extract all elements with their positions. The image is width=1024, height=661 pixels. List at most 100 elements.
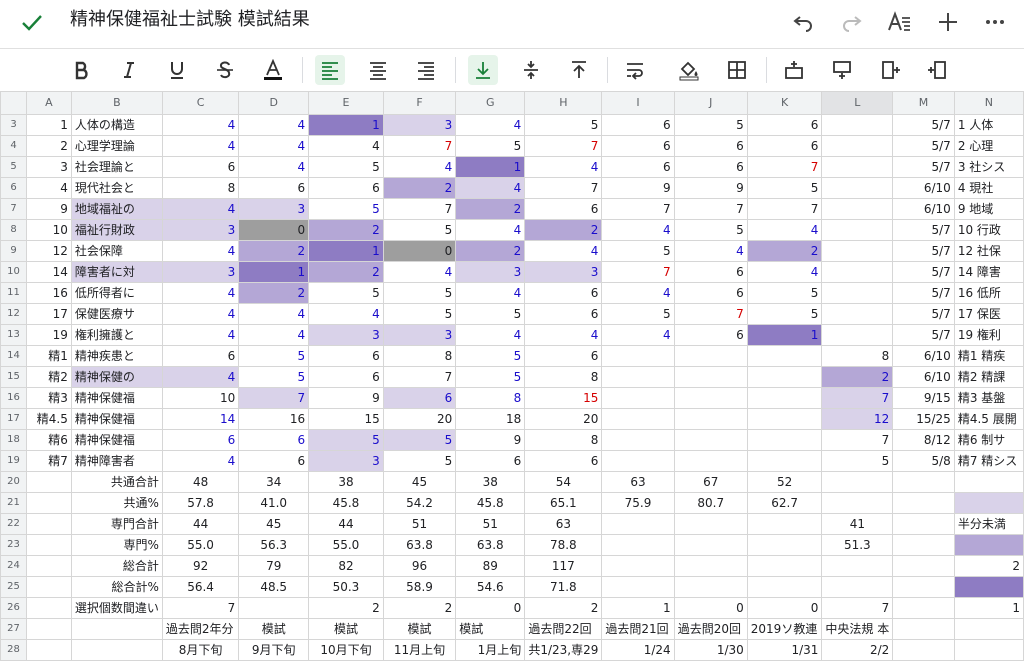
column-header-e[interactable]: E [308,91,384,115]
cell-e27[interactable]: 模試 [308,618,384,640]
cell-c20[interactable]: 48 [161,471,240,493]
cell-m13[interactable]: 5/7 [892,324,955,346]
cell-f5[interactable]: 4 [382,156,457,178]
column-header-c[interactable]: C [161,91,240,115]
cell-n18[interactable]: 精6 制サ [953,429,1024,451]
cell-d26[interactable] [238,597,310,619]
cell-c19[interactable]: 4 [161,450,240,472]
cell-j23[interactable] [673,534,748,556]
cell-k28[interactable]: 1/31 [746,639,823,661]
cell-c3[interactable]: 4 [161,114,240,136]
cell-d6[interactable]: 6 [238,177,310,199]
cell-i11[interactable]: 4 [601,282,675,304]
cell-c6[interactable]: 8 [161,177,240,199]
cell-m6[interactable]: 6/10 [892,177,955,199]
cell-i7[interactable]: 7 [601,198,675,220]
cell-h8[interactable]: 2 [524,219,603,241]
cell-n9[interactable]: 12 社保 [953,240,1024,262]
cell-g25[interactable]: 54.6 [455,576,526,598]
cell-b26[interactable]: 選択個数間違い [70,597,163,619]
row-header[interactable]: 15 [0,366,28,388]
cell-e8[interactable]: 2 [308,219,384,241]
cell-k14[interactable] [746,345,823,367]
cell-h19[interactable]: 6 [524,450,603,472]
insert-row-above-button[interactable] [779,55,809,85]
cell-e7[interactable]: 5 [308,198,384,220]
column-header-h[interactable]: H [524,91,603,115]
cell-h22[interactable]: 63 [524,513,603,535]
cell-b4[interactable]: 心理学理論 [70,135,163,157]
cell-l17[interactable]: 12 [821,408,894,430]
row-header[interactable]: 4 [0,135,28,157]
cell-l12[interactable] [821,303,894,325]
valign-middle-button[interactable] [516,55,546,85]
cell-j6[interactable]: 9 [673,177,748,199]
cell-d25[interactable]: 48.5 [238,576,310,598]
column-header-f[interactable]: F [382,91,457,115]
cell-g13[interactable]: 4 [455,324,526,346]
cell-j14[interactable] [673,345,748,367]
cell-d5[interactable]: 4 [238,156,310,178]
column-header-i[interactable]: I [601,91,675,115]
cell-f19[interactable]: 5 [382,450,457,472]
cell-i6[interactable]: 9 [601,177,675,199]
cell-e24[interactable]: 82 [308,555,384,577]
cell-e17[interactable]: 15 [308,408,384,430]
cell-a22[interactable] [26,513,72,535]
row-header[interactable]: 22 [0,513,28,535]
cell-k17[interactable] [746,408,823,430]
cell-d10[interactable]: 1 [238,261,310,283]
cell-b27[interactable] [70,618,163,640]
cell-n15[interactable]: 精2 精課 [953,366,1024,388]
cell-l11[interactable] [821,282,894,304]
cell-m18[interactable]: 8/12 [892,429,955,451]
cell-d28[interactable]: 9月下旬 [238,639,310,661]
cell-a17[interactable]: 精4.5 [26,408,72,430]
cell-g5[interactable]: 1 [455,156,526,178]
cell-e21[interactable]: 45.8 [308,492,384,514]
cell-g12[interactable]: 5 [455,303,526,325]
cell-h4[interactable]: 7 [524,135,603,157]
cell-h7[interactable]: 6 [524,198,603,220]
cell-h26[interactable]: 2 [524,597,603,619]
cell-h12[interactable]: 6 [524,303,603,325]
cell-m24[interactable] [892,555,955,577]
cell-f23[interactable]: 63.8 [382,534,457,556]
cell-e26[interactable]: 2 [308,597,384,619]
row-header[interactable]: 13 [0,324,28,346]
cell-a20[interactable] [26,471,72,493]
column-header-d[interactable]: D [238,91,310,115]
cell-f3[interactable]: 3 [382,114,457,136]
column-header-m[interactable]: M [892,91,955,115]
cell-f10[interactable]: 4 [382,261,457,283]
row-header[interactable]: 27 [0,618,28,640]
cell-l26[interactable]: 7 [821,597,894,619]
cell-a10[interactable]: 14 [26,261,72,283]
cell-f24[interactable]: 96 [382,555,457,577]
cell-b14[interactable]: 精神疾患と [70,345,163,367]
cell-d11[interactable]: 2 [238,282,310,304]
cell-f20[interactable]: 45 [382,471,457,493]
cell-e13[interactable]: 3 [308,324,384,346]
cell-i15[interactable] [601,366,675,388]
cell-l15[interactable]: 2 [821,366,894,388]
insert-row-below-button[interactable] [827,55,857,85]
cell-i19[interactable] [601,450,675,472]
cell-c7[interactable]: 4 [161,198,240,220]
cell-m11[interactable]: 5/7 [892,282,955,304]
cell-m4[interactable]: 5/7 [892,135,955,157]
cell-b21[interactable]: 共通% [70,492,163,514]
cell-l20[interactable] [821,471,894,493]
cell-h21[interactable]: 65.1 [524,492,603,514]
row-header[interactable]: 18 [0,429,28,451]
cell-b9[interactable]: 社会保障 [70,240,163,262]
cell-k16[interactable] [746,387,823,409]
cell-j18[interactable] [673,429,748,451]
cell-d17[interactable]: 16 [238,408,310,430]
cell-a25[interactable] [26,576,72,598]
cell-f26[interactable]: 2 [382,597,457,619]
cell-j28[interactable]: 1/30 [673,639,748,661]
cell-m23[interactable] [892,534,955,556]
cell-a7[interactable]: 9 [26,198,72,220]
cell-f16[interactable]: 6 [382,387,457,409]
